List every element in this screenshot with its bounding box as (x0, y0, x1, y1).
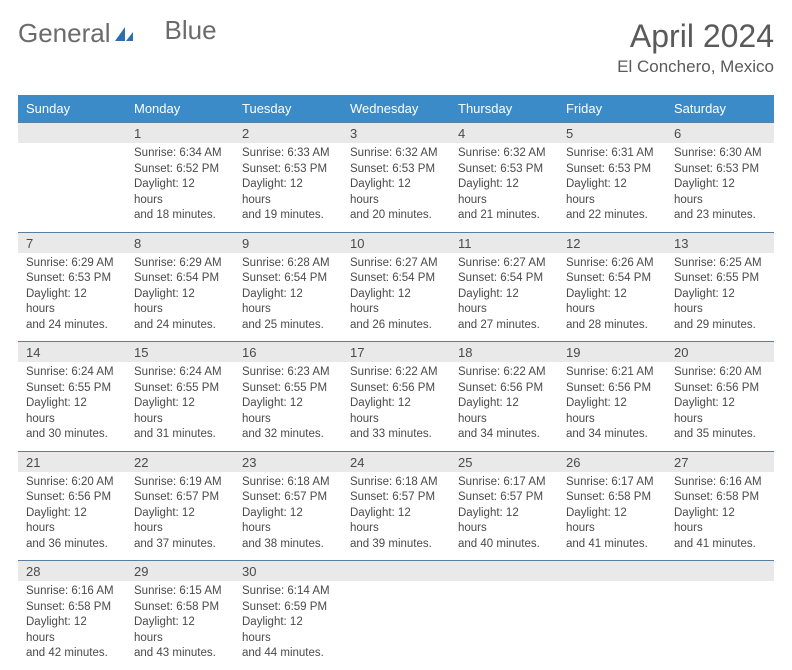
daybody-row: Sunrise: 6:16 AMSunset: 6:58 PMDaylight:… (18, 581, 774, 670)
day-number: 26 (558, 452, 666, 472)
calendar: Sunday Monday Tuesday Wednesday Thursday… (18, 95, 774, 670)
day-details: Sunrise: 6:16 AMSunset: 6:58 PMDaylight:… (666, 472, 774, 561)
month-title: April 2024 (617, 18, 774, 55)
day-details: Sunrise: 6:17 AMSunset: 6:58 PMDaylight:… (558, 472, 666, 561)
day-number: 4 (450, 123, 558, 143)
day-number: 13 (666, 233, 774, 253)
daynum-row: 21222324252627 (18, 451, 774, 472)
daynum-row: 123456 (18, 122, 774, 143)
brand-word1: General (18, 18, 111, 49)
sail-icon (113, 25, 135, 43)
weekday-saturday: Saturday (666, 95, 774, 122)
day-number (342, 561, 450, 581)
day-number: 5 (558, 123, 666, 143)
brand-word2: Blue (165, 15, 217, 46)
header: General Blue April 2024 El Conchero, Mex… (18, 18, 774, 77)
day-number: 14 (18, 342, 126, 362)
day-number: 18 (450, 342, 558, 362)
title-block: April 2024 El Conchero, Mexico (617, 18, 774, 77)
day-number: 6 (666, 123, 774, 143)
day-details: Sunrise: 6:27 AMSunset: 6:54 PMDaylight:… (342, 253, 450, 342)
day-details: Sunrise: 6:32 AMSunset: 6:53 PMDaylight:… (342, 143, 450, 232)
day-number: 17 (342, 342, 450, 362)
day-details: Sunrise: 6:32 AMSunset: 6:53 PMDaylight:… (450, 143, 558, 232)
day-details: Sunrise: 6:26 AMSunset: 6:54 PMDaylight:… (558, 253, 666, 342)
weekday-friday: Friday (558, 95, 666, 122)
day-details: Sunrise: 6:23 AMSunset: 6:55 PMDaylight:… (234, 362, 342, 451)
day-details: Sunrise: 6:14 AMSunset: 6:59 PMDaylight:… (234, 581, 342, 670)
day-number: 2 (234, 123, 342, 143)
weekday-sunday: Sunday (18, 95, 126, 122)
daybody-row: Sunrise: 6:20 AMSunset: 6:56 PMDaylight:… (18, 472, 774, 561)
day-number: 21 (18, 452, 126, 472)
day-number: 9 (234, 233, 342, 253)
day-details (18, 143, 126, 232)
day-details: Sunrise: 6:21 AMSunset: 6:56 PMDaylight:… (558, 362, 666, 451)
weekday-wednesday: Wednesday (342, 95, 450, 122)
day-number: 30 (234, 561, 342, 581)
weekday-header-row: Sunday Monday Tuesday Wednesday Thursday… (18, 95, 774, 122)
day-number: 24 (342, 452, 450, 472)
weekday-tuesday: Tuesday (234, 95, 342, 122)
day-number: 19 (558, 342, 666, 362)
day-details: Sunrise: 6:22 AMSunset: 6:56 PMDaylight:… (450, 362, 558, 451)
day-details: Sunrise: 6:20 AMSunset: 6:56 PMDaylight:… (666, 362, 774, 451)
day-details: Sunrise: 6:24 AMSunset: 6:55 PMDaylight:… (18, 362, 126, 451)
weekday-monday: Monday (126, 95, 234, 122)
day-number: 15 (126, 342, 234, 362)
brand-logo: General Blue (18, 18, 217, 49)
day-details: Sunrise: 6:34 AMSunset: 6:52 PMDaylight:… (126, 143, 234, 232)
day-number: 3 (342, 123, 450, 143)
day-details: Sunrise: 6:30 AMSunset: 6:53 PMDaylight:… (666, 143, 774, 232)
day-details: Sunrise: 6:29 AMSunset: 6:53 PMDaylight:… (18, 253, 126, 342)
day-number (558, 561, 666, 581)
day-number (450, 561, 558, 581)
day-details: Sunrise: 6:18 AMSunset: 6:57 PMDaylight:… (234, 472, 342, 561)
day-details: Sunrise: 6:27 AMSunset: 6:54 PMDaylight:… (450, 253, 558, 342)
weekday-thursday: Thursday (450, 95, 558, 122)
weeks-container: 123456Sunrise: 6:34 AMSunset: 6:52 PMDay… (18, 122, 774, 670)
day-details: Sunrise: 6:16 AMSunset: 6:58 PMDaylight:… (18, 581, 126, 670)
day-number: 10 (342, 233, 450, 253)
day-details (666, 581, 774, 670)
daynum-row: 14151617181920 (18, 341, 774, 362)
day-details: Sunrise: 6:28 AMSunset: 6:54 PMDaylight:… (234, 253, 342, 342)
day-number: 28 (18, 561, 126, 581)
day-details (450, 581, 558, 670)
day-details: Sunrise: 6:15 AMSunset: 6:58 PMDaylight:… (126, 581, 234, 670)
daynum-row: 78910111213 (18, 232, 774, 253)
day-number: 20 (666, 342, 774, 362)
day-details: Sunrise: 6:29 AMSunset: 6:54 PMDaylight:… (126, 253, 234, 342)
location: El Conchero, Mexico (617, 57, 774, 77)
day-number (18, 123, 126, 143)
day-number: 8 (126, 233, 234, 253)
day-details: Sunrise: 6:24 AMSunset: 6:55 PMDaylight:… (126, 362, 234, 451)
day-details: Sunrise: 6:31 AMSunset: 6:53 PMDaylight:… (558, 143, 666, 232)
day-number: 16 (234, 342, 342, 362)
day-details (558, 581, 666, 670)
day-details: Sunrise: 6:25 AMSunset: 6:55 PMDaylight:… (666, 253, 774, 342)
day-details: Sunrise: 6:19 AMSunset: 6:57 PMDaylight:… (126, 472, 234, 561)
day-details: Sunrise: 6:18 AMSunset: 6:57 PMDaylight:… (342, 472, 450, 561)
day-number: 12 (558, 233, 666, 253)
day-number: 7 (18, 233, 126, 253)
day-details: Sunrise: 6:22 AMSunset: 6:56 PMDaylight:… (342, 362, 450, 451)
daybody-row: Sunrise: 6:24 AMSunset: 6:55 PMDaylight:… (18, 362, 774, 451)
day-number: 25 (450, 452, 558, 472)
day-details: Sunrise: 6:20 AMSunset: 6:56 PMDaylight:… (18, 472, 126, 561)
day-number: 1 (126, 123, 234, 143)
day-number: 29 (126, 561, 234, 581)
day-number: 23 (234, 452, 342, 472)
day-details (342, 581, 450, 670)
day-number: 22 (126, 452, 234, 472)
day-details: Sunrise: 6:33 AMSunset: 6:53 PMDaylight:… (234, 143, 342, 232)
day-number: 27 (666, 452, 774, 472)
day-number (666, 561, 774, 581)
daybody-row: Sunrise: 6:29 AMSunset: 6:53 PMDaylight:… (18, 253, 774, 342)
daynum-row: 282930 (18, 560, 774, 581)
day-details: Sunrise: 6:17 AMSunset: 6:57 PMDaylight:… (450, 472, 558, 561)
daybody-row: Sunrise: 6:34 AMSunset: 6:52 PMDaylight:… (18, 143, 774, 232)
day-number: 11 (450, 233, 558, 253)
